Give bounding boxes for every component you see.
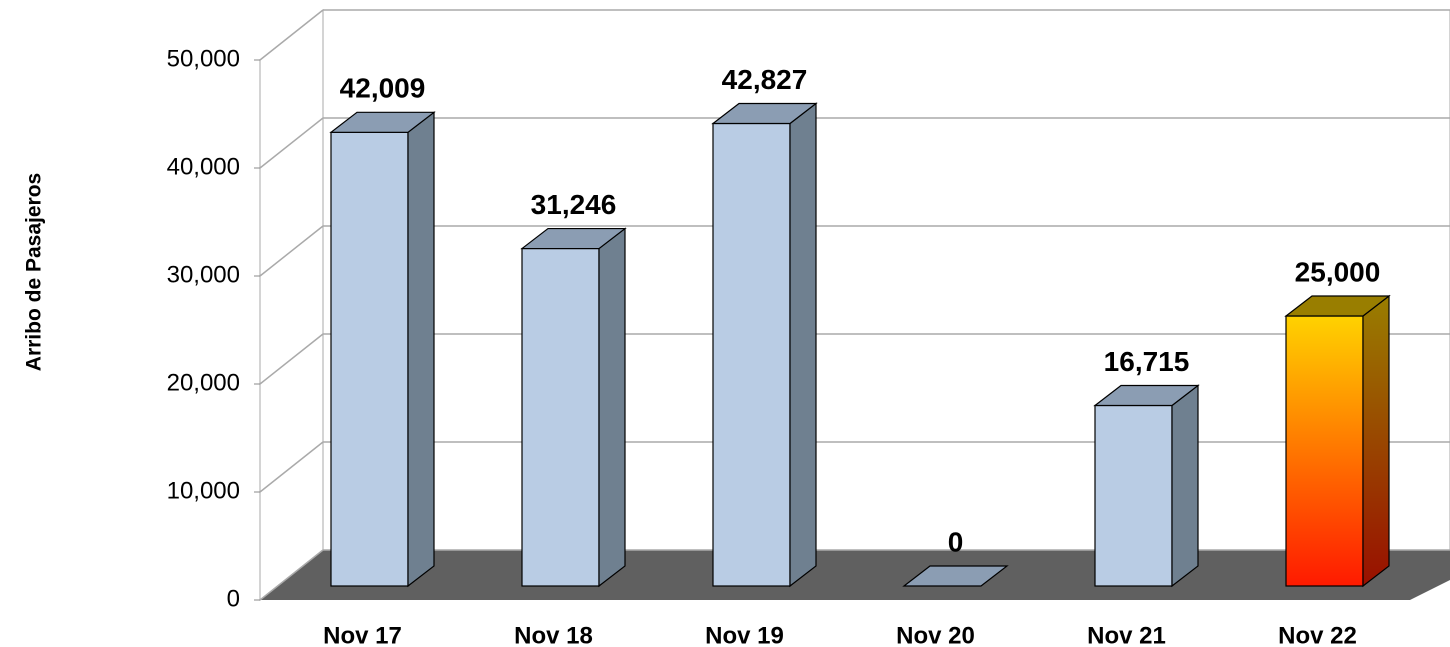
value-label: 25,000 [1295,256,1381,287]
bar [521,247,600,587]
bar-side [789,102,817,588]
bar-top [1284,295,1391,317]
bar-side [1362,294,1390,588]
grid-line [259,9,324,61]
bar-side [598,227,626,588]
y-axis-label: Arribo de Pasajeros [23,173,46,371]
bar-side [1171,384,1199,588]
grid-line [259,549,324,601]
back-wall [322,9,1450,551]
bar-top [1093,384,1200,407]
bar-top [902,565,1009,587]
bar-top [329,111,436,133]
grid-line [259,333,324,385]
x-tick-label: Nov 19 [705,622,784,647]
y-tick-label: 40,000 [167,153,240,180]
bar [1285,315,1364,587]
value-label: 42,009 [340,73,426,104]
y-tick-label: 10,000 [167,477,240,504]
bar [1094,404,1173,587]
bar-top [520,227,627,250]
x-tick-label: Nov 17 [323,622,402,647]
grid-line [259,117,324,169]
side-wall [259,8,324,602]
y-tick-label: 50,000 [167,45,240,72]
bar [330,131,409,587]
y-tick-label: 30,000 [167,261,240,288]
x-tick-label: Nov 21 [1087,622,1166,647]
bar [712,122,791,587]
value-label: 16,715 [1104,346,1190,377]
y-tick-label: 0 [227,585,240,612]
grid-line [259,225,324,277]
x-tick-label: Nov 18 [514,622,593,647]
y-tick-label: 20,000 [167,369,240,396]
x-tick-label: Nov 20 [896,622,975,647]
floor [260,550,1450,600]
value-label: 0 [948,526,964,557]
x-tick-label: Nov 22 [1278,622,1357,647]
bar-top [711,102,818,125]
bar-side [407,111,435,588]
value-label: 42,827 [722,64,808,95]
grid-line [259,441,324,493]
value-label: 31,246 [531,189,617,220]
